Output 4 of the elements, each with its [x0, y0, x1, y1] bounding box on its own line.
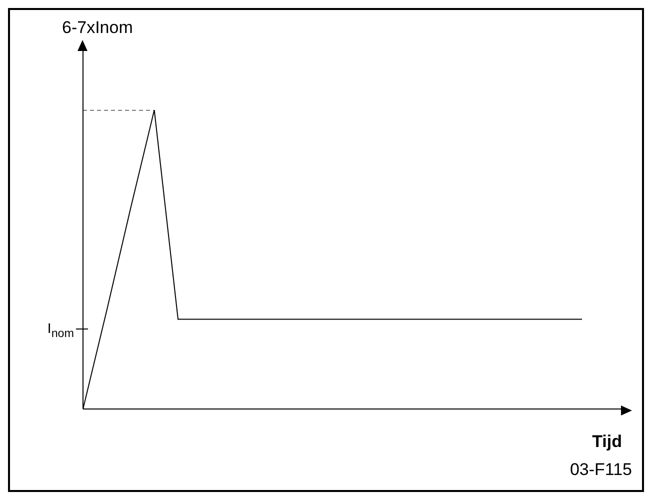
text: 03-F115: [570, 460, 632, 480]
x-axis-title: Tijd: [592, 432, 622, 452]
y-axis-title: 6-7xInom: [62, 18, 133, 38]
annotation: I$_{nom}$: [47, 319, 74, 342]
